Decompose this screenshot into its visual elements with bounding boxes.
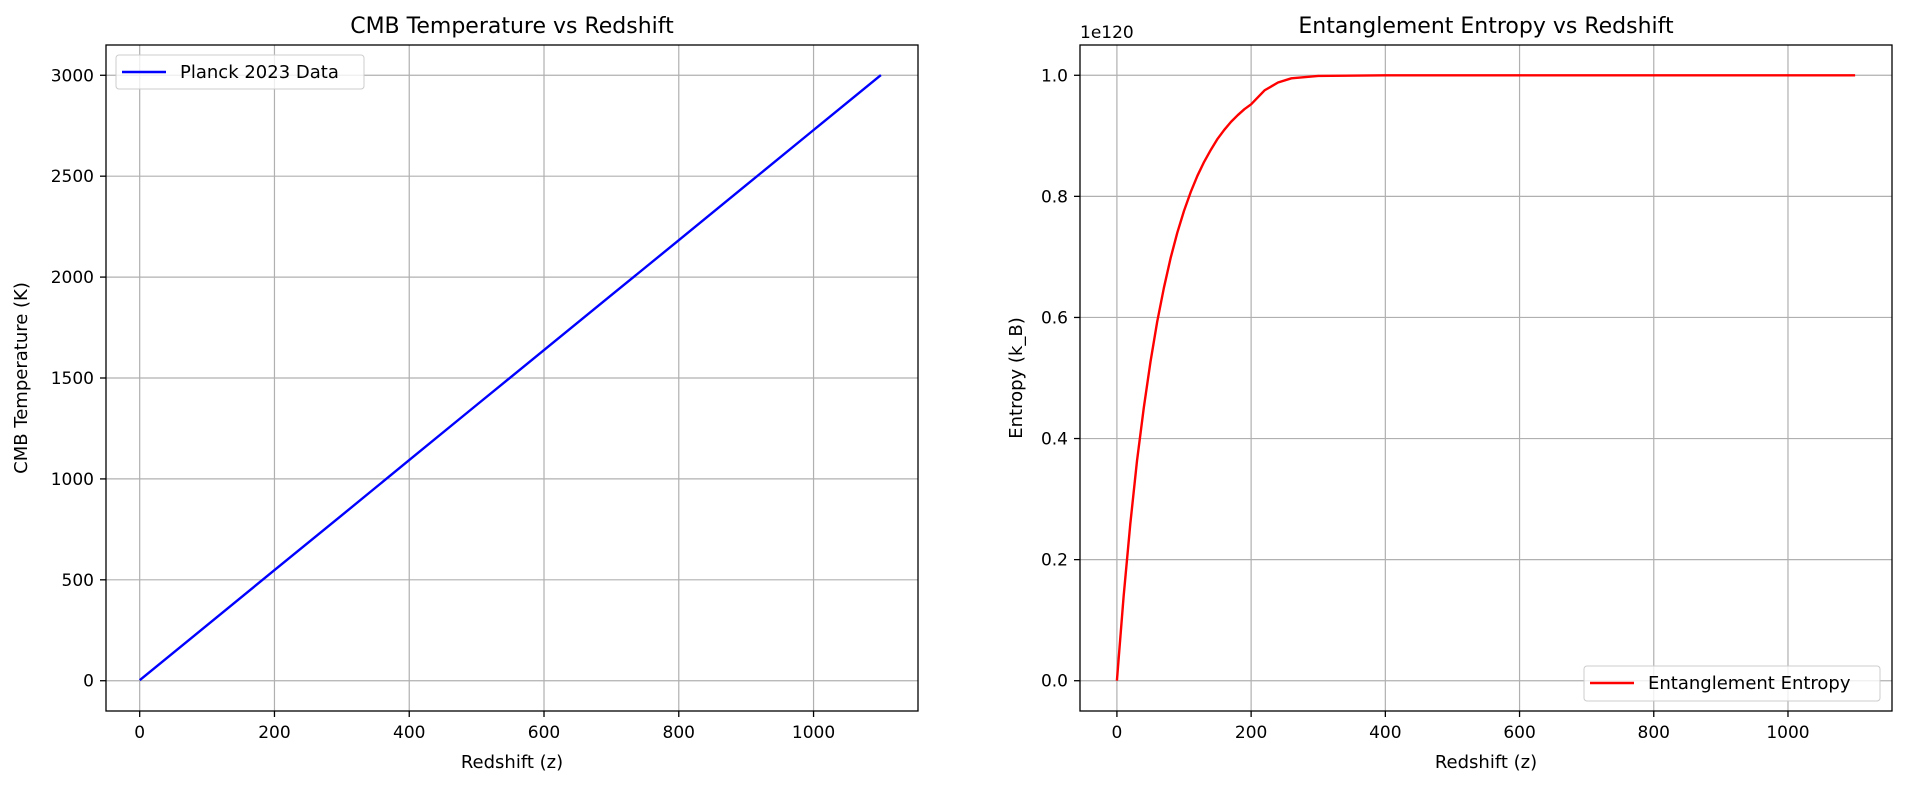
y-tick-label: 0.6 xyxy=(1041,308,1068,328)
y-tick-label: 0.0 xyxy=(1041,672,1068,692)
plot-background xyxy=(1080,45,1892,711)
chart-entanglement-entropy: 0 200 400 600 800 1000 0.0 0.2 0.4 0.6 0.8 1.0 Enta… xyxy=(1006,14,1893,773)
legend-label: Entanglement Entropy xyxy=(1648,673,1851,694)
x-tick-label: 200 xyxy=(1235,723,1267,743)
x-tick-label: 600 xyxy=(1503,723,1535,743)
y-tick-label: 0.8 xyxy=(1041,187,1068,207)
x-tick-label: 200 xyxy=(258,723,290,743)
legend-label: Planck 2023 Data xyxy=(180,62,339,83)
x-tick-label: 1000 xyxy=(792,723,835,743)
x-tick-label: 600 xyxy=(528,723,560,743)
y-tick-label: 1500 xyxy=(51,369,94,389)
tick-marks: 0 200 400 600 800 1000 0 500 1000 1500 2000 2500 300… xyxy=(51,66,835,743)
x-tick-label: 800 xyxy=(663,723,695,743)
x-tick-label: 0 xyxy=(1111,723,1122,743)
chart-cmb-temperature: 0 200 400 600 800 1000 0 500 1000 1500 2000 2500 300… xyxy=(11,14,919,773)
legend: Planck 2023 Data xyxy=(115,54,365,90)
y-tick-label: 1000 xyxy=(51,470,94,490)
chart-title: Entanglement Entropy vs Redshift xyxy=(1298,14,1674,39)
x-tick-label: 400 xyxy=(393,723,425,743)
y-tick-label: 0 xyxy=(83,672,94,692)
x-tick-label: 0 xyxy=(134,723,145,743)
y-tick-label: 1.0 xyxy=(1041,66,1068,86)
y-tick-label: 0.2 xyxy=(1041,551,1068,571)
x-tick-label: 400 xyxy=(1369,723,1401,743)
y-axis-label: Entropy (k_B) xyxy=(1006,317,1027,438)
grid-lines xyxy=(106,45,918,711)
x-axis-label: Redshift (z) xyxy=(1435,752,1537,773)
legend-box xyxy=(1583,665,1881,702)
y-tick-label: 2000 xyxy=(51,268,94,288)
series-lines xyxy=(1115,74,1856,681)
x-axis-label: Redshift (z) xyxy=(461,752,563,773)
y-axis-label: CMB Temperature (K) xyxy=(11,282,32,474)
legend-box xyxy=(115,54,365,90)
y-tick-label: 0.4 xyxy=(1041,430,1068,450)
x-tick-label: 1000 xyxy=(1766,723,1809,743)
y-tick-label: 3000 xyxy=(51,66,94,86)
y-tick-label: 2500 xyxy=(51,167,94,187)
y-tick-label: 500 xyxy=(62,571,94,591)
series-line xyxy=(138,74,882,682)
series-lines xyxy=(138,74,882,682)
tick-marks: 0 200 400 600 800 1000 0.0 0.2 0.4 0.6 0.8 1.0 xyxy=(1041,66,1810,743)
chart-title: CMB Temperature vs Redshift xyxy=(350,14,674,39)
axes-frame xyxy=(1079,44,1893,712)
legend: Entanglement Entropy xyxy=(1583,665,1881,702)
x-tick-label: 800 xyxy=(1638,723,1670,743)
series-line xyxy=(1115,74,1856,681)
offset-text: 1e120 xyxy=(1080,23,1134,43)
